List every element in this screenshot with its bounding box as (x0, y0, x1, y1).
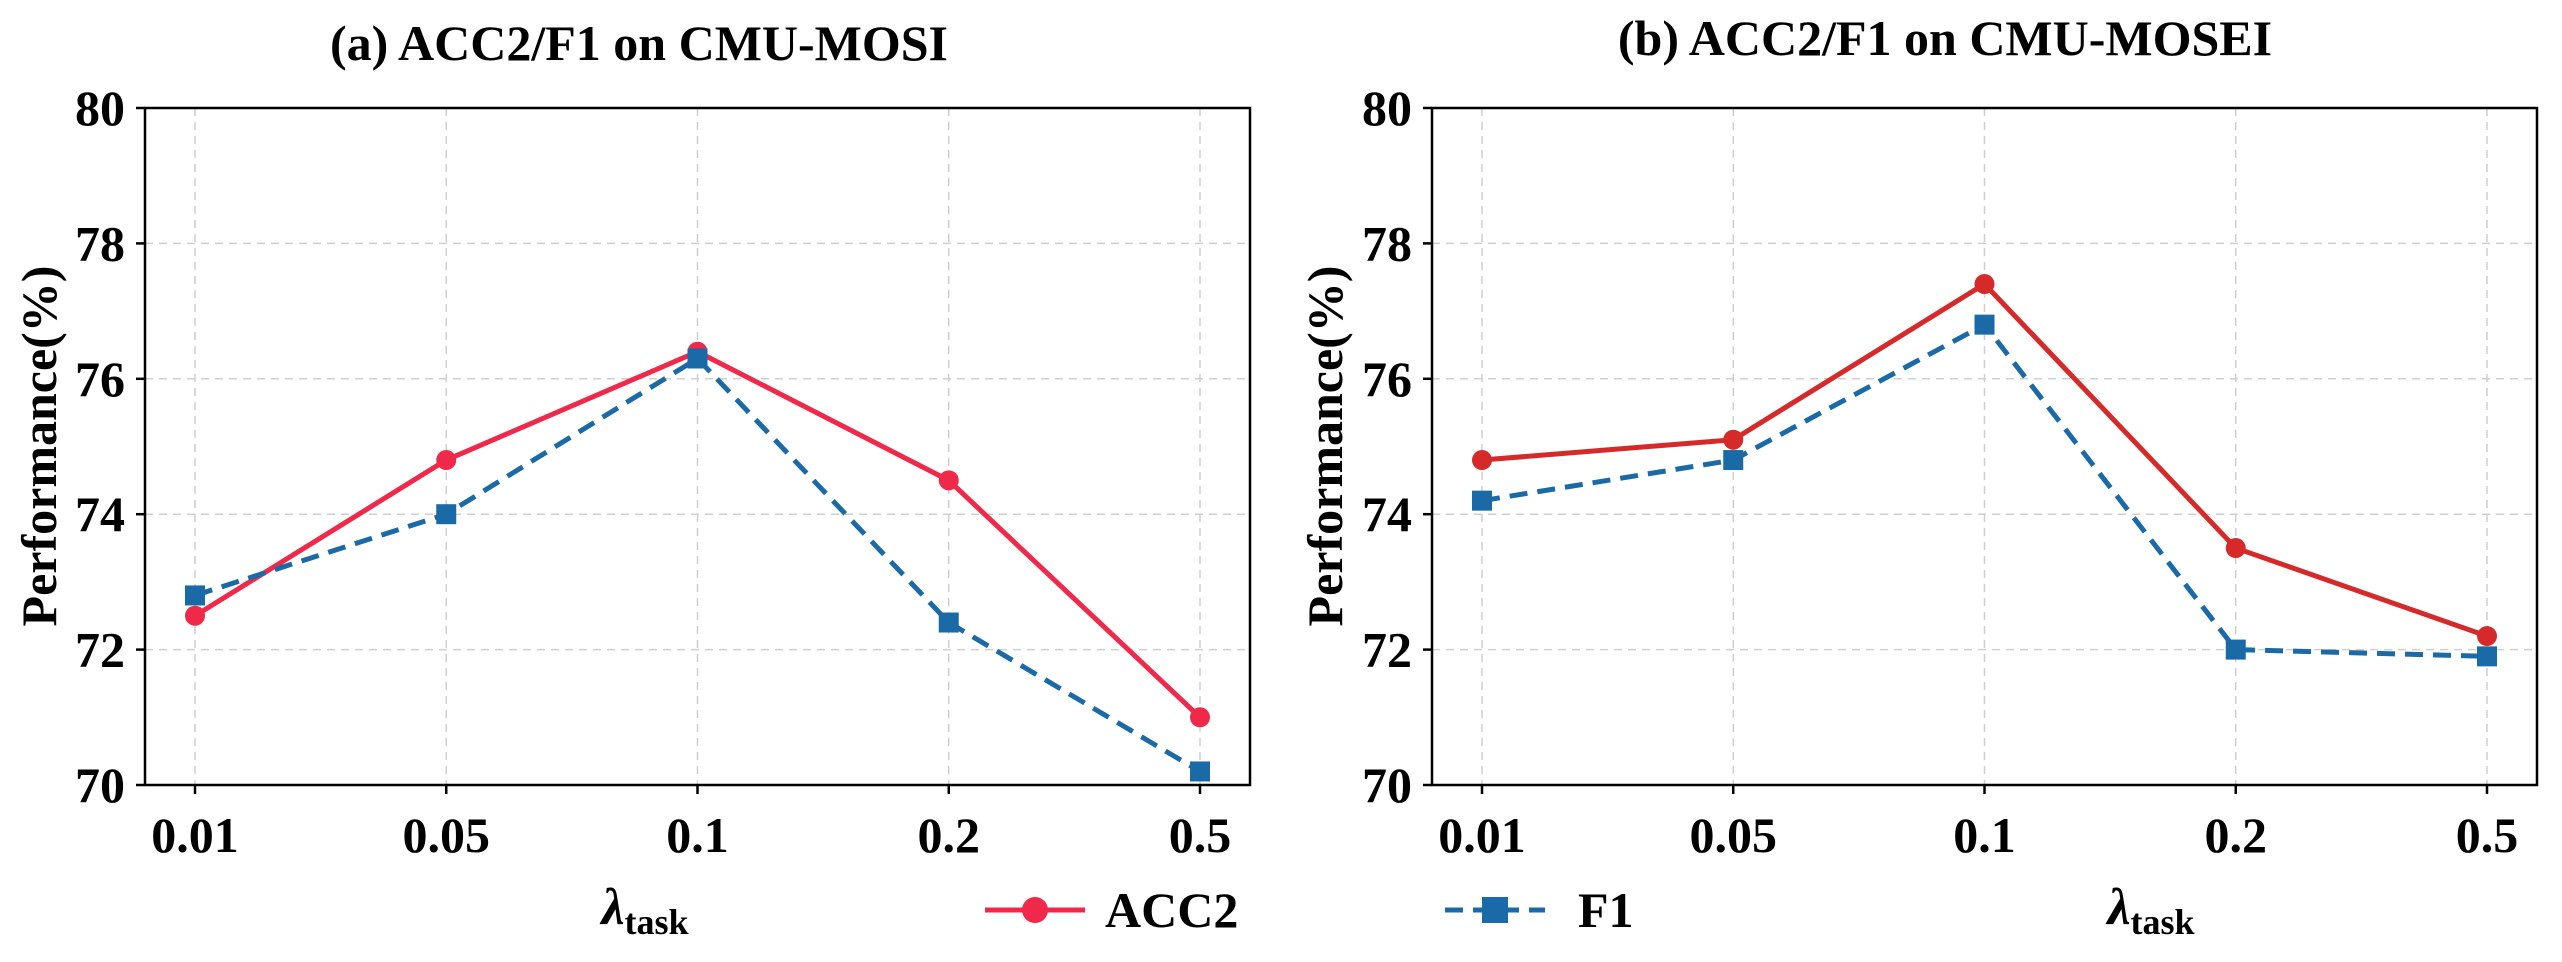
y-axis-label: Performance(%) (11, 266, 67, 627)
x-tick-label-2: 0.1 (1953, 807, 2016, 863)
x-tick-label-2: 0.1 (666, 807, 729, 863)
point-acc2-0 (185, 605, 205, 626)
legend-acc2-marker (1022, 897, 1048, 923)
point-acc2-2 (1974, 274, 1995, 295)
point-acc2-0 (1472, 450, 1492, 471)
y-tick-label-1: 72 (75, 622, 125, 678)
point-acc2-3 (2225, 538, 2246, 559)
x-tick-label-0: 0.01 (1438, 807, 1526, 863)
chart-panel-a: (a) ACC2/F1 on CMU-MOSI 70 72 74 76 78 80 0.0… (11, 15, 1252, 942)
legend-f1-marker (1482, 897, 1508, 923)
y-tick-label-0: 70 (1362, 757, 1412, 813)
grid (1432, 107, 2537, 786)
point-f1-4 (2477, 646, 2497, 667)
legend-item-f1: F1 (1445, 882, 1634, 938)
y-tick-label-3: 76 (1362, 351, 1412, 407)
chart-title: (a) ACC2/F1 on CMU-MOSI (330, 15, 948, 71)
point-f1-3 (938, 612, 959, 633)
y-tick-layer: 70 72 74 76 78 80 (75, 80, 145, 813)
point-acc2-4 (1190, 707, 1210, 728)
point-f1-2 (1974, 314, 1995, 335)
x-tick-layer: 0.01 0.05 0.1 0.2 0.5 (1438, 785, 2518, 863)
point-acc2-1 (1723, 429, 1744, 450)
point-f1-0 (1472, 490, 1492, 511)
x-axis-label: λtask (599, 879, 688, 942)
legend-acc2-label: ACC2 (1105, 882, 1238, 938)
x-tick-label-3: 0.2 (918, 807, 981, 863)
chart-panel-b: (b) ACC2/F1 on CMU-MOSEI 70 72 74 76 78 80 0.… (1297, 10, 2539, 942)
y-tick-label-3: 76 (75, 351, 125, 407)
x-tick-label-3: 0.2 (2205, 807, 2268, 863)
x-tick-label-1: 0.05 (403, 807, 491, 863)
point-f1-3 (2225, 639, 2246, 660)
point-f1-4 (1190, 761, 1210, 782)
y-tick-layer: 70 72 74 76 78 80 (1362, 80, 1432, 813)
x-tick-layer: 0.01 0.05 0.1 0.2 0.5 (151, 785, 1231, 863)
series-layer (1472, 274, 2497, 667)
y-axis-label: Performance(%) (1297, 266, 1353, 627)
legend-item-acc2: ACC2 (985, 882, 1238, 938)
x-tick-label-1: 0.05 (1690, 807, 1778, 863)
legend: ACC2 F1 (985, 882, 1634, 938)
y-tick-label-2: 74 (75, 486, 125, 542)
y-tick-label-5: 80 (75, 80, 125, 136)
point-f1-0 (185, 585, 205, 606)
x-axis-label-main: λ (599, 879, 624, 936)
chart-title: (b) ACC2/F1 on CMU-MOSEI (1618, 10, 2272, 66)
series-layer (185, 341, 1210, 782)
x-axis-label-main: λ (2105, 879, 2130, 936)
y-tick-label-1: 72 (1362, 622, 1412, 678)
x-axis-label: λtask (2105, 879, 2194, 942)
point-acc2-3 (938, 470, 959, 491)
x-tick-label-4: 0.5 (2456, 807, 2519, 863)
x-axis-label-subscript: task (625, 902, 689, 942)
legend-f1-label: F1 (1578, 882, 1634, 938)
x-tick-label-4: 0.5 (1169, 807, 1232, 863)
x-axis-label-subscript: task (2131, 902, 2195, 942)
series-line-f1 (194, 355, 1202, 774)
y-tick-label-0: 70 (75, 757, 125, 813)
point-f1-1 (1723, 450, 1744, 471)
y-tick-label-5: 80 (1362, 80, 1412, 136)
point-f1-1 (436, 504, 457, 525)
x-tick-label-0: 0.01 (151, 807, 239, 863)
grid (145, 107, 1250, 786)
point-f1-2 (687, 348, 708, 369)
y-tick-label-4: 78 (1362, 215, 1412, 271)
y-tick-label-4: 78 (75, 215, 125, 271)
y-tick-label-2: 74 (1362, 486, 1412, 542)
point-acc2-1 (436, 450, 457, 471)
point-acc2-4 (2477, 626, 2497, 647)
